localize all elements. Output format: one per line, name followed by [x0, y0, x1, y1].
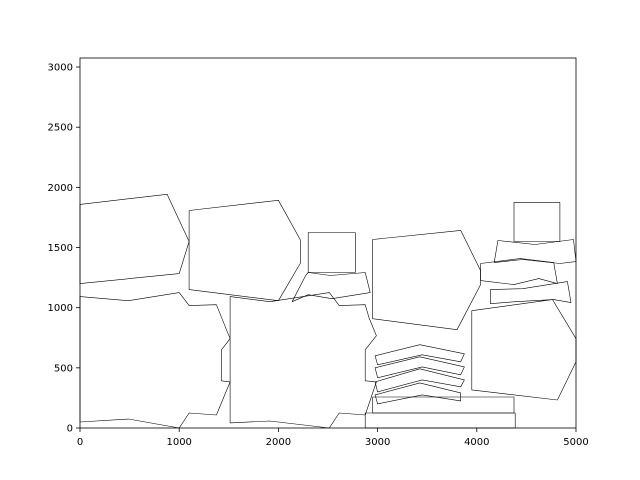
- plot-area-background: [80, 58, 576, 428]
- polygon-9: [490, 281, 572, 305]
- plot-area-frame: [79, 57, 577, 429]
- x-tick-label: 4000: [464, 437, 489, 448]
- y-axis: 0 500 1000 1500 2000 2500 3000: [48, 63, 80, 435]
- y-tick-label: 2000: [48, 183, 73, 194]
- polygon-8: [480, 258, 558, 285]
- x-tick-label: 3000: [365, 437, 390, 448]
- y-tick-label: 500: [54, 363, 73, 374]
- polygon-13: [374, 344, 465, 366]
- polygon-15: [374, 368, 465, 393]
- polygon-5: [372, 230, 481, 331]
- y-tick-label: 1000: [48, 303, 73, 314]
- x-tick-label: 1000: [166, 437, 191, 448]
- x-tick-label: 2000: [266, 437, 291, 448]
- y-tick-label: 1500: [48, 243, 73, 254]
- y-tick-label: 3000: [48, 63, 73, 74]
- y-tick-label: 2500: [48, 123, 73, 134]
- polygon-7: [493, 239, 577, 264]
- x-axis: 0 1000 2000 3000 4000 5000: [77, 428, 589, 448]
- y-tick-label: 0: [67, 424, 73, 435]
- polygon-11: [79, 292, 231, 429]
- polygon-16: [374, 382, 462, 405]
- polygon-4: [291, 272, 371, 303]
- polygon-14: [374, 356, 465, 379]
- polygon-12: [229, 292, 377, 429]
- x-tick-label: 5000: [563, 437, 588, 448]
- x-tick-label: 0: [77, 437, 83, 448]
- polygon-3: [307, 232, 356, 273]
- polygon-2: [188, 200, 302, 302]
